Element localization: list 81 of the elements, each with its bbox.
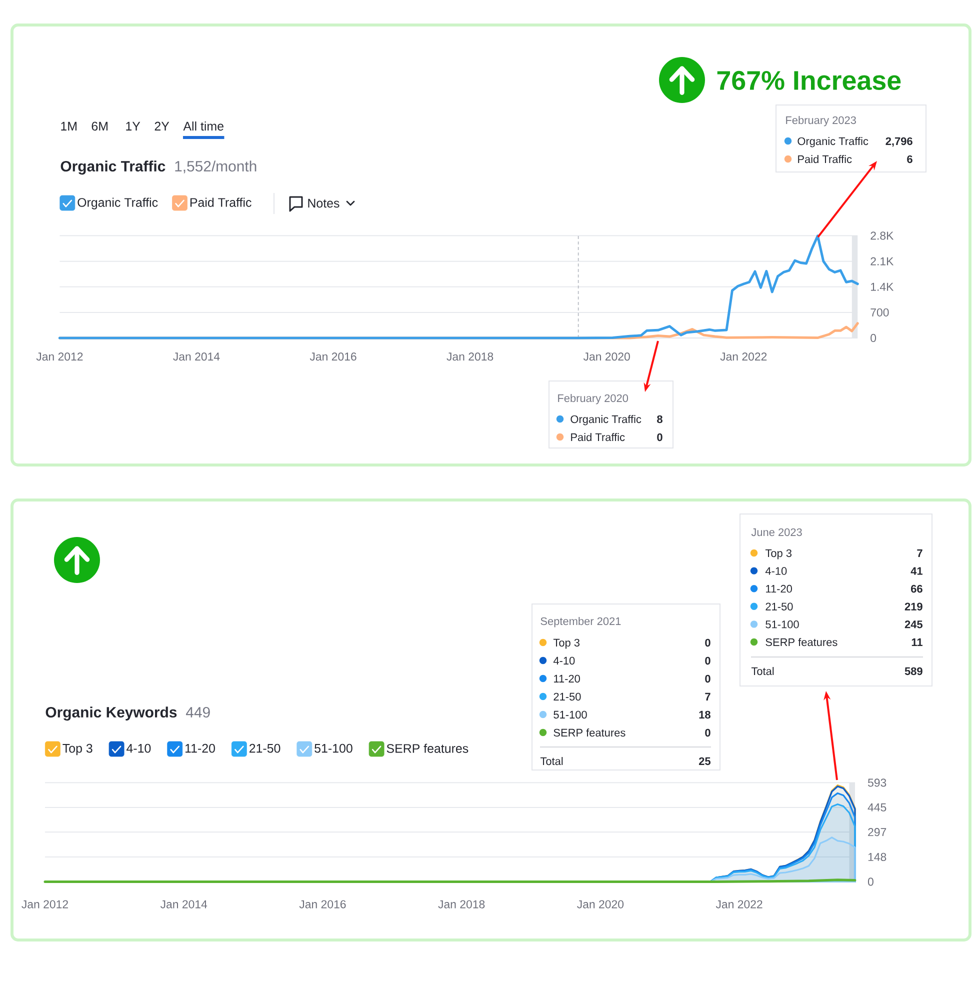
y-tick-label: 445 [868, 803, 886, 812]
text: All time [183, 121, 224, 131]
text: 11 [912, 638, 922, 646]
x-tick-label: Jan 2022 [716, 900, 762, 908]
legend-label: Top 3 [62, 744, 92, 756]
text: SERP features [554, 728, 626, 737]
chart-subtitle: 1,552/month [175, 160, 256, 174]
legend-label: 51-100 [314, 744, 352, 753]
x-tick-label: Jan 2012 [22, 900, 68, 908]
text: 66 [911, 584, 922, 593]
y-tick-label: 0 [870, 334, 876, 342]
x-tick-label: Jan 2018 [438, 900, 485, 908]
text: 6M [92, 122, 108, 131]
text: Paid Traffic [571, 433, 625, 442]
text: 8 [657, 415, 662, 424]
y-tick-label: 148 [868, 852, 886, 862]
text: February 2020 [558, 394, 628, 404]
text: 2,796 [886, 137, 912, 147]
text: 0 [705, 638, 710, 647]
text: Notes [308, 198, 340, 208]
y-tick-label: 2.8K [870, 232, 894, 240]
legend-label: 11-20 [186, 744, 215, 753]
legend-label: 4-10 [126, 744, 151, 753]
x-tick-label: Jan 2018 [446, 352, 494, 361]
text: 11-20 [766, 584, 792, 593]
text: Organic Traffic [798, 137, 868, 148]
x-tick-label: Jan 2016 [310, 352, 356, 361]
text: 18 [699, 710, 710, 719]
text: February 2023 [786, 116, 856, 126]
chart-title: Organic Traffic [60, 160, 166, 175]
text: 0 [705, 674, 710, 683]
text: 21-50 [766, 602, 793, 610]
x-tick-label: Jan 2014 [173, 352, 220, 361]
text: 51-100 [766, 620, 799, 628]
chart-subtitle: 449 [186, 706, 210, 718]
text: 7 [917, 549, 922, 557]
text: 589 [904, 667, 922, 676]
text: 4-10 [553, 656, 575, 665]
text: Top 3 [765, 549, 792, 560]
text: Top 3 [553, 638, 580, 649]
x-tick-label: Jan 2012 [36, 352, 83, 361]
text: 2Y [154, 122, 170, 130]
y-tick-label: 1.4K [871, 282, 894, 291]
text: 245 [904, 620, 922, 628]
text: Total [751, 667, 774, 676]
text: Total [540, 757, 563, 766]
chart-title: Organic Keywords [46, 706, 177, 721]
text: 1Y [126, 122, 140, 130]
text: 25 [698, 757, 710, 766]
legend-label: Paid Traffic [190, 198, 252, 207]
y-tick-label: 2.1K [870, 257, 894, 266]
text: 21-50 [554, 692, 581, 701]
y-tick-label: 0 [868, 878, 874, 886]
x-tick-label: Jan 2020 [583, 352, 630, 361]
y-tick-label: 700 [870, 308, 889, 316]
y-tick-label: 297 [868, 828, 886, 836]
text: 1M [61, 122, 76, 130]
text: September 2021 [540, 617, 621, 628]
text: Paid Traffic [798, 155, 852, 164]
text: 41 [910, 567, 922, 575]
text: 4-10 [765, 567, 787, 575]
text: 0 [657, 433, 662, 442]
x-tick-label: Jan 2014 [160, 900, 208, 908]
text: 51-100 [554, 710, 587, 719]
text: 11-20 [554, 674, 580, 683]
legend-label: 21-50 [249, 744, 280, 753]
text: 219 [904, 602, 922, 610]
text: 7 [705, 692, 710, 700]
text: Organic Traffic [570, 415, 642, 426]
legend-label: SERP features [386, 744, 468, 753]
x-tick-label: Jan 2022 [720, 352, 767, 361]
text: 0 [705, 656, 710, 665]
text: 6 [907, 155, 912, 164]
text: 0 [705, 728, 710, 737]
y-tick-label: 593 [868, 778, 886, 787]
text: SERP features [766, 638, 838, 646]
text: 767% Increase [717, 70, 901, 90]
legend-label: Organic Traffic [78, 198, 158, 210]
x-tick-label: Jan 2016 [299, 900, 346, 908]
x-tick-label: Jan 2020 [577, 900, 624, 908]
text: June 2023 [751, 528, 802, 536]
